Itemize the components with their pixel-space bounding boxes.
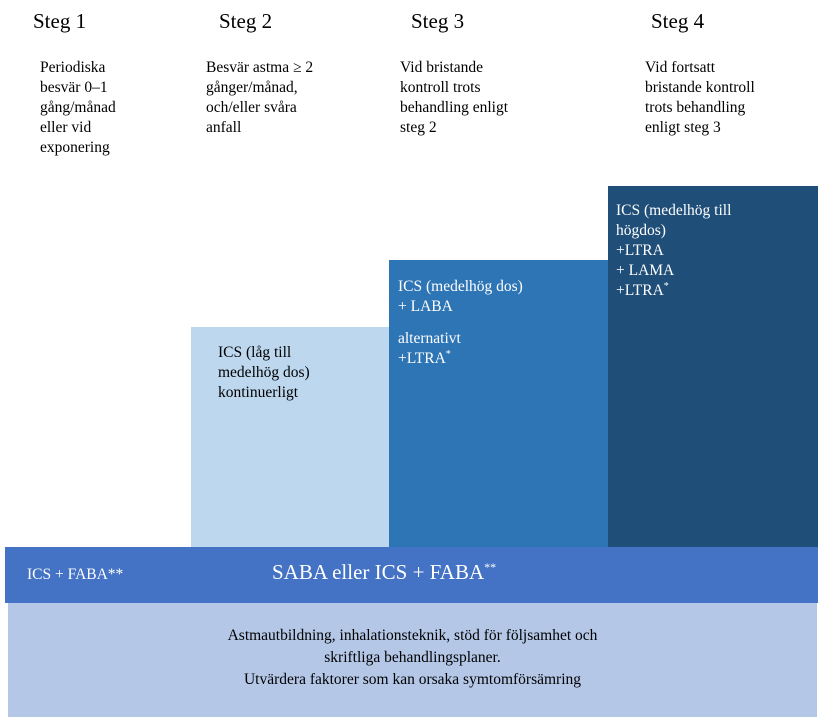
step-4-desc-line: Vid fortsatt	[645, 59, 716, 76]
step-3-desc-line: Vid bristande	[400, 59, 484, 76]
foundation-box: Astmautbildning, inhalationsteknik, stöd…	[8, 603, 817, 717]
step-4-footnote-mark: *	[663, 280, 669, 292]
step-1-title: Steg 1	[33, 9, 87, 33]
step-3-alt-text: +LTRA	[398, 350, 446, 367]
step-3-alternative-treatment: +LTRA*	[398, 349, 608, 369]
step-4-last-text: +LTRA	[616, 282, 664, 299]
step-2-desc-line: Besvär astma ≥ 2	[206, 59, 314, 76]
step-3-desc-line: kontroll trots	[400, 79, 481, 96]
foundation-line: Astmautbildning, inhalationsteknik, stöd…	[227, 627, 598, 644]
step-2-desc-line: anfall	[206, 119, 242, 136]
foundation-line: Utvärdera faktorer som kan orsaka symtom…	[243, 671, 582, 688]
reliever-bar: ICS + FABA** SABA eller ICS + FABA**	[5, 547, 818, 603]
step-1-desc-line: exponering	[40, 139, 110, 156]
step-2-description: Besvär astma ≥ 2 gånger/månad, och/eller…	[206, 58, 386, 138]
step-3-desc-line: behandling enligt	[400, 99, 509, 116]
step-3-treatment-line: + LABA	[398, 298, 453, 315]
step-4-last-treatment: +LTRA*	[616, 281, 818, 301]
reliever-step1-text: ICS + FABA**	[27, 566, 124, 583]
step-4-treatment-line: + LAMA	[616, 262, 675, 279]
step-4-desc-line: bristande kontroll	[645, 79, 755, 96]
step-2-treatment-line: ICS (låg till	[218, 344, 292, 361]
reliever-main-text: SABA eller ICS + FABA**	[272, 560, 496, 585]
foundation-line: skriftliga behandlingsplaner.	[324, 649, 501, 666]
step-3-treatment-line: ICS (medelhög dos)	[398, 278, 523, 295]
step-4-treatment-line: högdos)	[616, 222, 666, 239]
step-2-treatment-line: kontinuerligt	[218, 384, 299, 401]
step-4-description: Vid fortsatt bristande kontroll trots be…	[645, 58, 815, 138]
step-3-alternative-label: alternativt	[398, 330, 461, 347]
step-4-desc-line: trots behandling	[645, 99, 746, 116]
step-1-desc-line: gång/månad	[40, 99, 116, 116]
step-4-treatment-line: +LTRA	[616, 242, 664, 259]
step-2-treatment-line: medelhög dos)	[218, 364, 310, 381]
reliever-main-label: SABA eller ICS + FABA	[272, 560, 485, 584]
step-2-desc-line: och/eller svåra	[206, 99, 297, 116]
step-3-title: Steg 3	[411, 9, 465, 33]
step-1-desc-line: Periodiska	[40, 59, 106, 76]
step-2-title: Steg 2	[219, 9, 273, 33]
step-2-treatment-block: ICS (låg till medelhög dos) kontinuerlig…	[191, 327, 389, 547]
step-1-desc-line: eller vid	[40, 119, 92, 136]
step-3-treatment-block: ICS (medelhög dos) + LABA alternativt +L…	[389, 260, 608, 547]
step-1-description: Periodiska besvär 0–1 gång/månad eller v…	[40, 58, 190, 158]
step-2-desc-line: gånger/månad,	[206, 79, 298, 96]
step-3-desc-line: steg 2	[400, 119, 437, 136]
step-3-description: Vid bristande kontroll trots behandling …	[400, 58, 600, 138]
step-4-treatment-block: ICS (medelhög till högdos) +LTRA + LAMA …	[608, 186, 818, 547]
reliever-footnote-mark: **	[484, 560, 497, 574]
step-1-desc-line: besvär 0–1	[40, 79, 108, 96]
step-4-title: Steg 4	[651, 9, 705, 33]
step-4-desc-line: enligt steg 3	[645, 119, 721, 136]
step-4-treatment-line: ICS (medelhög till	[616, 202, 732, 219]
step-3-alt-footnote-mark: *	[445, 348, 451, 360]
